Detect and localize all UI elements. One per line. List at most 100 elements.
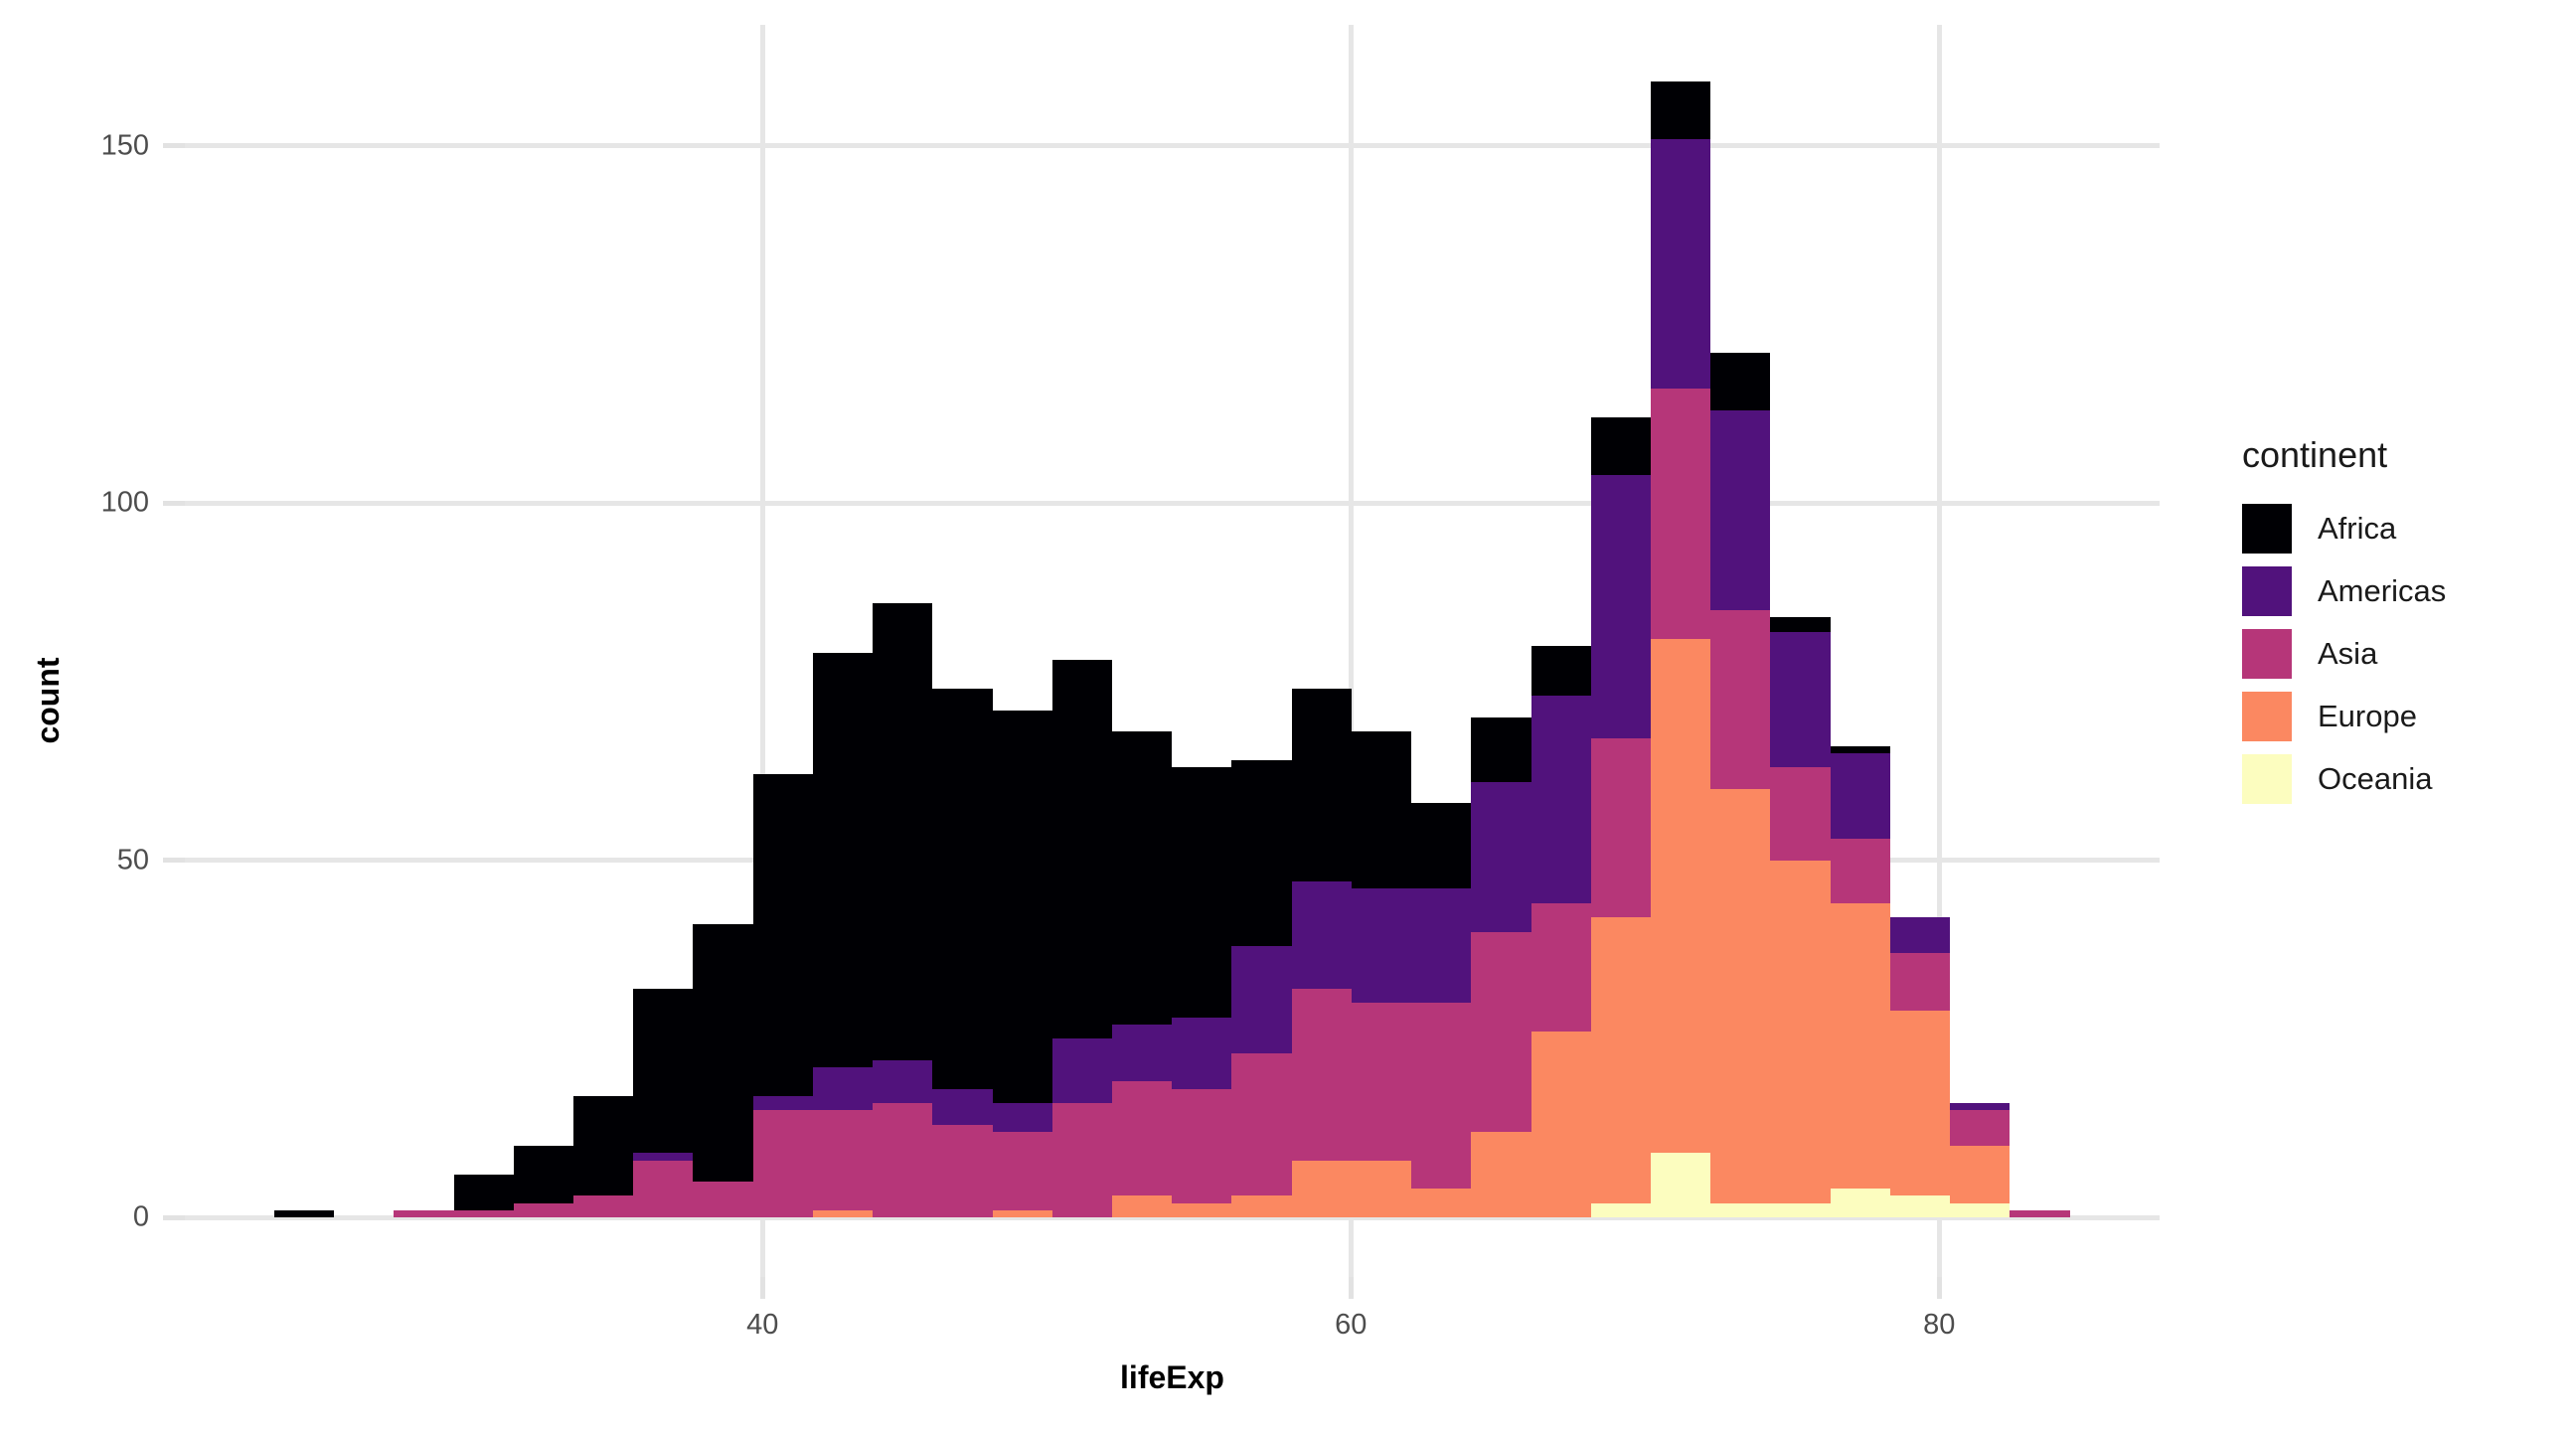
histogram-bar-bin-3 <box>394 1209 454 1217</box>
bar-segment-asia-bin-28 <box>1889 953 1951 1011</box>
bar-segment-americas-bin-24 <box>1651 138 1711 390</box>
legend-label-americas: Americas <box>2318 573 2447 608</box>
histogram-bar-bin-16 <box>1172 767 1232 1217</box>
legend: continent Africa Americas Asia Europe Oceani… <box>2242 434 2446 817</box>
bar-segment-asia-bin-4 <box>453 1209 514 1217</box>
bar-segment-asia-bin-15 <box>1112 1081 1173 1196</box>
legend-swatch-asia <box>2242 629 2292 679</box>
bar-segment-asia-bin-30 <box>2010 1209 2070 1217</box>
y-tick-label-50: 50 <box>116 844 149 876</box>
bar-segment-africa-bin-7 <box>633 989 694 1154</box>
bar-segment-asia-bin-25 <box>1710 610 1771 789</box>
histogram-bar-bin-24 <box>1651 81 1711 1217</box>
y-tick-mark-100 <box>163 500 185 506</box>
bar-segment-europe-bin-15 <box>1112 1195 1173 1217</box>
bar-segment-americas-bin-12 <box>932 1088 993 1125</box>
bar-segment-africa-bin-14 <box>1051 660 1112 1039</box>
bar-segment-asia-bin-23 <box>1590 738 1652 918</box>
bar-segment-asia-bin-24 <box>1651 389 1711 639</box>
legend-label-asia: Asia <box>2318 636 2378 671</box>
bar-segment-oceania-bin-28 <box>1889 1195 1951 1217</box>
bar-segment-africa-bin-19 <box>1351 731 1412 889</box>
legend-swatch-europe <box>2242 692 2292 741</box>
bar-segment-asia-bin-21 <box>1471 931 1531 1132</box>
bar-segment-africa-bin-1 <box>273 1209 335 1217</box>
histogram-bar-bin-11 <box>873 602 933 1217</box>
x-tick-label-40: 40 <box>746 1309 779 1341</box>
bar-segment-asia-bin-19 <box>1351 1003 1412 1161</box>
bar-segment-americas-bin-18 <box>1291 881 1352 990</box>
bar-segment-americas-bin-13 <box>992 1103 1052 1132</box>
bar-segment-asia-bin-20 <box>1411 1003 1472 1190</box>
histogram-bar-bin-29 <box>1950 1103 2011 1217</box>
bar-segment-asia-bin-14 <box>1051 1103 1112 1217</box>
bar-segment-europe-bin-23 <box>1590 917 1652 1203</box>
bar-segment-africa-bin-16 <box>1172 767 1232 1018</box>
histogram-bar-bin-9 <box>752 774 813 1217</box>
bar-segment-oceania-bin-26 <box>1770 1202 1831 1217</box>
bar-segment-oceania-bin-25 <box>1710 1202 1771 1217</box>
bar-segment-africa-bin-10 <box>812 653 874 1068</box>
bar-segment-americas-bin-7 <box>633 1153 694 1161</box>
bar-segment-asia-bin-5 <box>513 1202 573 1217</box>
bar-segment-oceania-bin-27 <box>1830 1189 1890 1217</box>
bar-segment-africa-bin-17 <box>1231 760 1292 946</box>
bar-segment-oceania-bin-24 <box>1651 1153 1711 1217</box>
bar-segment-americas-bin-9 <box>752 1095 813 1111</box>
bar-segment-africa-bin-4 <box>453 1174 514 1210</box>
bar-segment-americas-bin-27 <box>1830 752 1890 840</box>
bar-segment-africa-bin-12 <box>932 689 993 1089</box>
bar-segment-americas-bin-20 <box>1411 888 1472 1004</box>
bar-segment-africa-bin-26 <box>1770 617 1831 632</box>
bar-segment-europe-bin-29 <box>1950 1146 2011 1203</box>
bar-segment-oceania-bin-23 <box>1590 1202 1652 1217</box>
x-gridline-40 <box>759 25 765 1277</box>
bar-segment-africa-bin-9 <box>752 774 813 1096</box>
x-tick-mark-80 <box>1936 1277 1942 1299</box>
bar-segment-americas-bin-21 <box>1471 781 1531 932</box>
bar-segment-africa-bin-25 <box>1710 353 1771 410</box>
histogram-bar-bin-10 <box>812 653 874 1217</box>
bar-segment-europe-bin-28 <box>1889 1010 1951 1196</box>
bar-segment-americas-bin-10 <box>812 1067 874 1111</box>
bar-segment-americas-bin-15 <box>1112 1024 1173 1082</box>
bar-segment-asia-bin-13 <box>992 1131 1052 1210</box>
y-tick-mark-0 <box>163 1214 185 1220</box>
bar-segment-americas-bin-28 <box>1889 917 1951 954</box>
y-axis-title: count <box>30 657 66 744</box>
bar-segment-europe-bin-22 <box>1530 1032 1591 1217</box>
histogram-bar-bin-19 <box>1351 731 1412 1217</box>
histogram-bar-bin-6 <box>573 1095 634 1217</box>
bar-segment-africa-bin-21 <box>1471 716 1531 782</box>
histogram-bar-bin-8 <box>693 924 753 1217</box>
legend-label-oceania: Oceania <box>2318 761 2433 796</box>
bar-segment-asia-bin-29 <box>1950 1110 2011 1147</box>
histogram-bar-bin-26 <box>1770 617 1831 1217</box>
legend-item-americas: Americas <box>2242 566 2446 616</box>
histogram-bar-bin-30 <box>2010 1209 2070 1217</box>
x-gridline-80 <box>1936 25 1942 1277</box>
y-gridline-150 <box>185 143 2160 149</box>
y-tick-mark-150 <box>163 143 185 149</box>
bar-segment-americas-bin-14 <box>1051 1038 1112 1103</box>
bar-segment-africa-bin-8 <box>693 924 753 1183</box>
histogram-bar-bin-20 <box>1411 803 1472 1217</box>
histogram-bar-bin-5 <box>513 1146 573 1217</box>
bar-segment-africa-bin-20 <box>1411 803 1472 889</box>
bar-segment-europe-bin-17 <box>1231 1195 1292 1217</box>
bar-segment-africa-bin-18 <box>1291 689 1352 882</box>
bar-segment-africa-bin-15 <box>1112 731 1173 1025</box>
bar-segment-americas-bin-26 <box>1770 631 1831 768</box>
x-axis-title: lifeExp <box>1120 1359 1224 1395</box>
bar-segment-europe-bin-18 <box>1291 1160 1352 1217</box>
bar-segment-europe-bin-27 <box>1830 902 1890 1190</box>
bar-segment-americas-bin-16 <box>1172 1017 1232 1089</box>
histogram-bar-bin-4 <box>453 1174 514 1217</box>
bar-segment-africa-bin-13 <box>992 710 1052 1104</box>
bar-segment-americas-bin-17 <box>1231 945 1292 1053</box>
bar-segment-americas-bin-25 <box>1710 409 1771 611</box>
bar-segment-europe-bin-25 <box>1710 788 1771 1203</box>
bar-segment-asia-bin-10 <box>812 1110 874 1210</box>
legend-title: continent <box>2242 434 2388 475</box>
bar-segment-asia-bin-26 <box>1770 767 1831 861</box>
